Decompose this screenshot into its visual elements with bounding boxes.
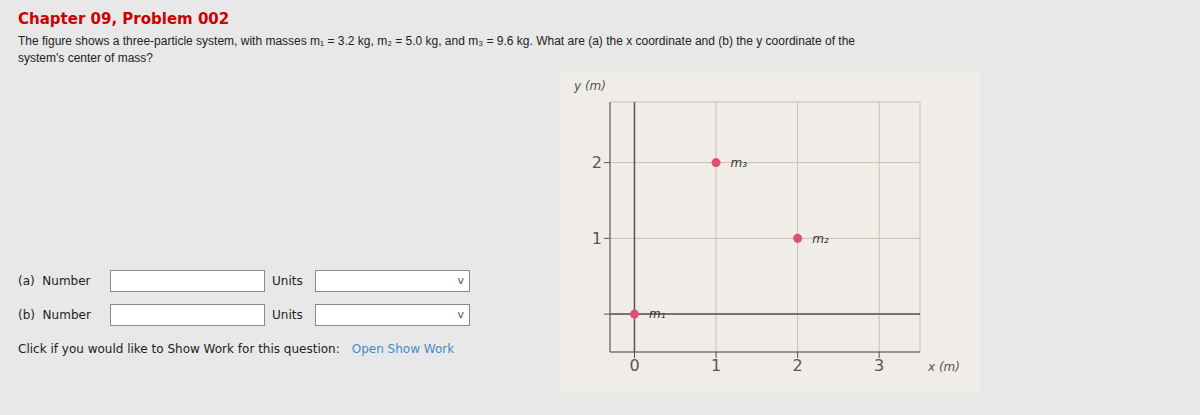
svg-text:2: 2 — [592, 153, 602, 172]
svg-text:1: 1 — [711, 356, 721, 375]
html-text:(b) Number: (b) Number — [18, 308, 91, 322]
html-text:v: v — [457, 308, 464, 321]
svg-text:x (m): x (m) — [927, 360, 960, 374]
html-text:Chapter 09, Problem 002: Chapter 09, Problem 002 — [18, 10, 230, 28]
html-text:Open Show Work: Open Show Work — [351, 342, 455, 356]
svg-text:m₃: m₃ — [731, 156, 748, 170]
html-text:system's center of mass?: system's center of mass? — [18, 51, 153, 65]
svg-text:1: 1 — [592, 229, 602, 248]
html-text:Units: Units — [272, 274, 303, 288]
svg-text:2: 2 — [793, 356, 803, 375]
svg-text:y (m): y (m) — [573, 79, 606, 93]
svg-text:3: 3 — [874, 356, 884, 375]
html-text:v: v — [457, 274, 464, 287]
html-text:(a) Number: (a) Number — [18, 274, 91, 288]
svg-text:0: 0 — [629, 356, 639, 375]
html-text:Units: Units — [272, 308, 303, 322]
html-text:The figure shows a three-parti: The figure shows a three-particle system… — [18, 34, 855, 48]
svg-text:m₂: m₂ — [812, 232, 829, 246]
html-text:Click if you would like to Sho: Click if you would like to Show Work for… — [18, 342, 340, 356]
svg-text:m₁: m₁ — [649, 307, 666, 321]
